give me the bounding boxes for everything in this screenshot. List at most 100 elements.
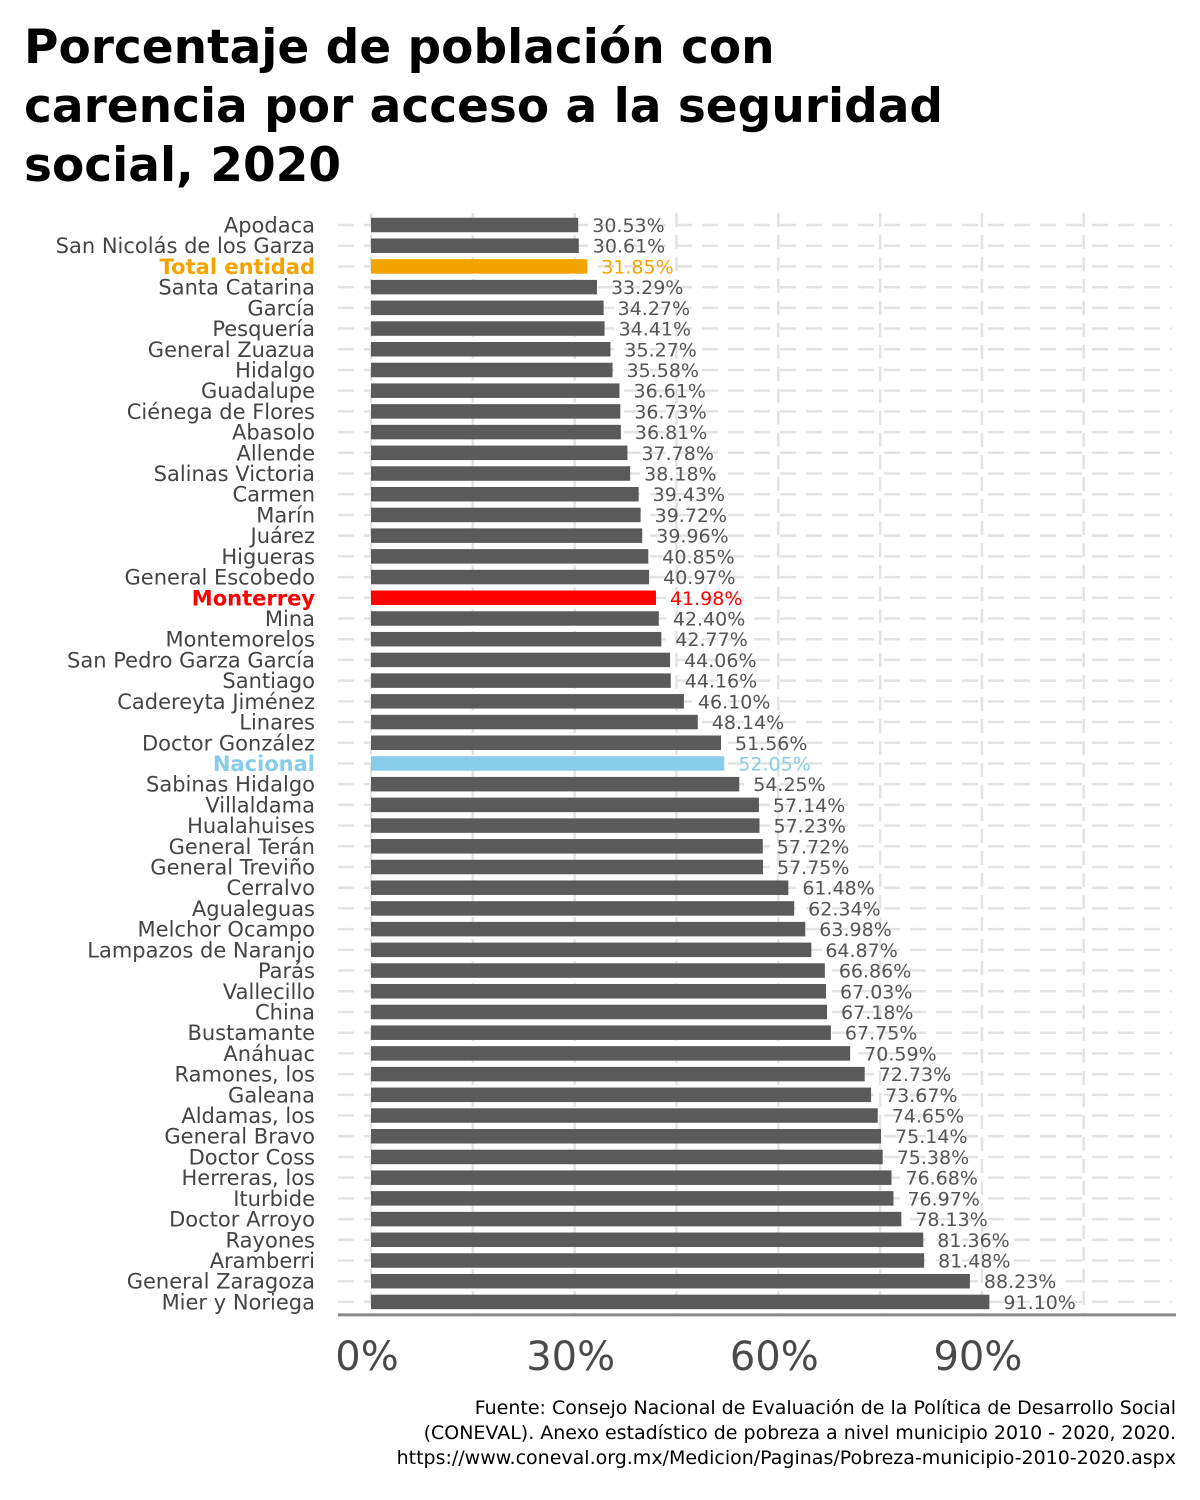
category-label: Abasolo bbox=[232, 421, 315, 445]
value-label: 39.72% bbox=[655, 505, 727, 527]
value-label: 76.68% bbox=[906, 1168, 978, 1190]
category-label: Juárez bbox=[249, 524, 316, 548]
bar bbox=[371, 569, 650, 585]
value-label: 37.78% bbox=[641, 443, 713, 465]
category-label: General Treviño bbox=[150, 856, 315, 880]
bar bbox=[371, 1025, 831, 1040]
bar bbox=[371, 1087, 872, 1103]
category-label: Ramones, los bbox=[175, 1063, 315, 1087]
bar bbox=[371, 424, 621, 440]
category-label: Doctor Coss bbox=[189, 1145, 315, 1169]
value-label: 35.58% bbox=[627, 360, 699, 382]
value-labels: 30.53%30.61%31.85%33.29%34.27%34.41%35.2… bbox=[592, 215, 1076, 1314]
value-label: 51.56% bbox=[735, 733, 807, 755]
bar bbox=[371, 1273, 970, 1289]
bar bbox=[371, 590, 656, 606]
category-label: San Pedro Garza García bbox=[67, 648, 315, 672]
value-label: 81.36% bbox=[937, 1230, 1009, 1252]
bar bbox=[371, 300, 604, 316]
category-label: Mina bbox=[265, 607, 315, 631]
bar bbox=[371, 673, 671, 688]
bar bbox=[371, 549, 649, 564]
category-label: García bbox=[247, 296, 315, 320]
value-label: 44.16% bbox=[685, 671, 757, 693]
value-label: 54.25% bbox=[753, 774, 825, 796]
bar bbox=[371, 486, 639, 502]
value-label: 36.61% bbox=[634, 381, 706, 403]
bar bbox=[371, 859, 764, 875]
category-label: Lampazos de Naranjo bbox=[87, 938, 315, 962]
category-label: Marín bbox=[256, 503, 315, 527]
value-label: 39.96% bbox=[656, 526, 728, 548]
value-label: 75.38% bbox=[897, 1147, 969, 1169]
value-label: 40.97% bbox=[663, 567, 735, 589]
value-label: 57.14% bbox=[773, 795, 845, 817]
value-label: 67.03% bbox=[840, 981, 912, 1003]
bar bbox=[371, 321, 605, 336]
value-label: 61.48% bbox=[802, 878, 874, 900]
category-label: Herreras, los bbox=[182, 1166, 316, 1190]
value-label: 33.29% bbox=[611, 277, 683, 299]
bar bbox=[371, 735, 721, 750]
bar bbox=[371, 404, 621, 419]
bar bbox=[371, 1170, 892, 1185]
category-label: Pesquería bbox=[212, 317, 315, 341]
value-label: 78.13% bbox=[915, 1209, 987, 1231]
category-label: Salinas Victoria bbox=[154, 462, 315, 486]
value-label: 34.27% bbox=[618, 298, 690, 320]
value-label: 64.87% bbox=[825, 940, 897, 962]
bar bbox=[371, 839, 763, 854]
bar bbox=[371, 507, 641, 523]
category-label: Allende bbox=[236, 441, 315, 465]
category-label: Cadereyta Jiménez bbox=[117, 690, 315, 714]
category-label: Monterrey bbox=[192, 586, 316, 610]
value-label: 34.41% bbox=[619, 319, 691, 341]
category-label: Rayones bbox=[226, 1228, 315, 1252]
bar bbox=[371, 901, 795, 916]
category-label: Anáhuac bbox=[223, 1042, 315, 1066]
x-tick-label: 60% bbox=[730, 1334, 819, 1380]
x-tick-label: 90% bbox=[933, 1334, 1022, 1380]
bar bbox=[371, 1191, 894, 1206]
bar bbox=[371, 921, 806, 937]
value-label: 73.67% bbox=[885, 1085, 957, 1107]
bar bbox=[371, 1108, 878, 1123]
value-label: 91.10% bbox=[1003, 1292, 1075, 1314]
category-label: Bustamante bbox=[187, 1021, 315, 1045]
category-label: Carmen bbox=[233, 483, 315, 507]
value-label: 57.23% bbox=[773, 816, 845, 838]
x-tick-label: 30% bbox=[526, 1334, 615, 1380]
bar bbox=[371, 342, 611, 357]
value-label: 67.18% bbox=[841, 1002, 913, 1024]
category-label: Ciénega de Flores bbox=[127, 400, 315, 424]
bar bbox=[371, 1294, 990, 1310]
category-label: Vallecillo bbox=[223, 980, 315, 1004]
category-label: Sabinas Hidalgo bbox=[146, 773, 315, 797]
category-label: Parás bbox=[258, 959, 315, 983]
bar bbox=[371, 1066, 865, 1082]
bar bbox=[371, 1253, 925, 1268]
value-label: 30.53% bbox=[592, 215, 664, 237]
category-label: Higueras bbox=[221, 545, 315, 569]
bar bbox=[371, 611, 659, 626]
value-label: 75.14% bbox=[895, 1126, 967, 1148]
value-label: 81.48% bbox=[938, 1251, 1010, 1273]
category-label: Melchor Ocampo bbox=[138, 918, 315, 942]
value-label: 41.98% bbox=[670, 588, 742, 610]
category-label: Santiago bbox=[222, 669, 315, 693]
value-label: 66.86% bbox=[839, 961, 911, 983]
value-label: 70.59% bbox=[864, 1043, 936, 1065]
chart-title-line-1: Porcentaje de población con bbox=[24, 20, 775, 75]
category-label: China bbox=[255, 1000, 315, 1024]
bars bbox=[371, 217, 990, 1310]
category-label: Apodaca bbox=[224, 214, 315, 238]
category-label: Aldamas, los bbox=[181, 1104, 315, 1128]
bar bbox=[371, 1149, 883, 1165]
bar bbox=[371, 984, 827, 999]
category-label: Villaldama bbox=[205, 793, 315, 817]
bar bbox=[371, 714, 698, 730]
bar bbox=[371, 466, 631, 481]
category-label: Nacional bbox=[213, 752, 315, 776]
category-label: General Zuazua bbox=[148, 338, 315, 362]
